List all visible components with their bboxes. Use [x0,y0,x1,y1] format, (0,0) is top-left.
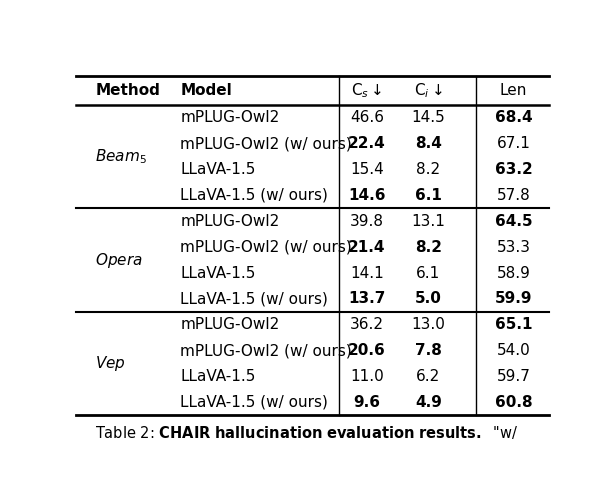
Text: 68.4: 68.4 [495,110,533,125]
Text: 11.0: 11.0 [350,369,384,384]
Text: mPLUG-Owl2: mPLUG-Owl2 [181,214,279,229]
Text: 5.0: 5.0 [415,291,442,306]
Text: mPLUG-Owl2 (w/ ours): mPLUG-Owl2 (w/ ours) [181,343,352,358]
Text: 65.1: 65.1 [495,317,533,332]
Text: 36.2: 36.2 [350,317,384,332]
Text: 14.1: 14.1 [350,266,384,281]
Text: mPLUG-Owl2 (w/ ours): mPLUG-Owl2 (w/ ours) [181,136,352,151]
Text: 4.9: 4.9 [415,395,442,410]
Text: 64.5: 64.5 [495,214,533,229]
Text: Model: Model [181,83,232,98]
Text: 13.7: 13.7 [348,291,386,306]
Text: 59.7: 59.7 [497,369,531,384]
Text: 6.1: 6.1 [415,188,442,203]
Text: 9.6: 9.6 [353,395,381,410]
Text: 13.1: 13.1 [412,214,445,229]
Text: 67.1: 67.1 [497,136,531,151]
Text: 39.8: 39.8 [350,214,384,229]
Text: 8.4: 8.4 [415,136,442,151]
Text: 13.0: 13.0 [412,317,445,332]
Text: Method: Method [95,83,160,98]
Text: 59.9: 59.9 [495,291,533,306]
Text: 22.4: 22.4 [348,136,386,151]
Text: 7.8: 7.8 [415,343,442,358]
Text: LLaVA-1.5 (w/ ours): LLaVA-1.5 (w/ ours) [181,395,328,410]
Text: 6.1: 6.1 [416,266,440,281]
Text: 21.4: 21.4 [348,240,386,255]
Text: LLaVA-1.5: LLaVA-1.5 [181,162,256,177]
Text: 60.8: 60.8 [495,395,533,410]
Text: 14.5: 14.5 [412,110,445,125]
Text: 6.2: 6.2 [416,369,440,384]
Text: LLaVA-1.5: LLaVA-1.5 [181,266,256,281]
Text: 20.6: 20.6 [348,343,386,358]
Text: LLaVA-1.5 (w/ ours): LLaVA-1.5 (w/ ours) [181,188,328,203]
Text: $\mathrm{C}_s \downarrow$: $\mathrm{C}_s \downarrow$ [351,82,382,100]
Text: 63.2: 63.2 [495,162,533,177]
Text: 46.6: 46.6 [350,110,384,125]
Text: 14.6: 14.6 [348,188,386,203]
Text: $\mathrm{C}_i \downarrow$: $\mathrm{C}_i \downarrow$ [414,82,443,100]
Text: 8.2: 8.2 [415,240,442,255]
Text: $\mathit{Opera}$: $\mathit{Opera}$ [95,250,143,270]
Text: 15.4: 15.4 [350,162,384,177]
Text: 57.8: 57.8 [497,188,531,203]
Text: $\mathit{Vep}$: $\mathit{Vep}$ [95,354,126,373]
Text: 54.0: 54.0 [497,343,531,358]
Text: LLaVA-1.5 (w/ ours): LLaVA-1.5 (w/ ours) [181,291,328,306]
Text: 8.2: 8.2 [417,162,440,177]
Text: 58.9: 58.9 [497,266,531,281]
Text: mPLUG-Owl2: mPLUG-Owl2 [181,110,279,125]
Text: Table 2: $\mathbf{CHAIR\ hallucination\ evaluation\ results.}$  "w/: Table 2: $\mathbf{CHAIR\ hallucination\ … [95,424,518,441]
Text: Len: Len [500,83,527,98]
Text: $\mathit{Beam}_{5}$: $\mathit{Beam}_{5}$ [95,147,147,166]
Text: 53.3: 53.3 [497,240,531,255]
Text: mPLUG-Owl2 (w/ ours): mPLUG-Owl2 (w/ ours) [181,240,352,255]
Text: LLaVA-1.5: LLaVA-1.5 [181,369,256,384]
Text: mPLUG-Owl2: mPLUG-Owl2 [181,317,279,332]
